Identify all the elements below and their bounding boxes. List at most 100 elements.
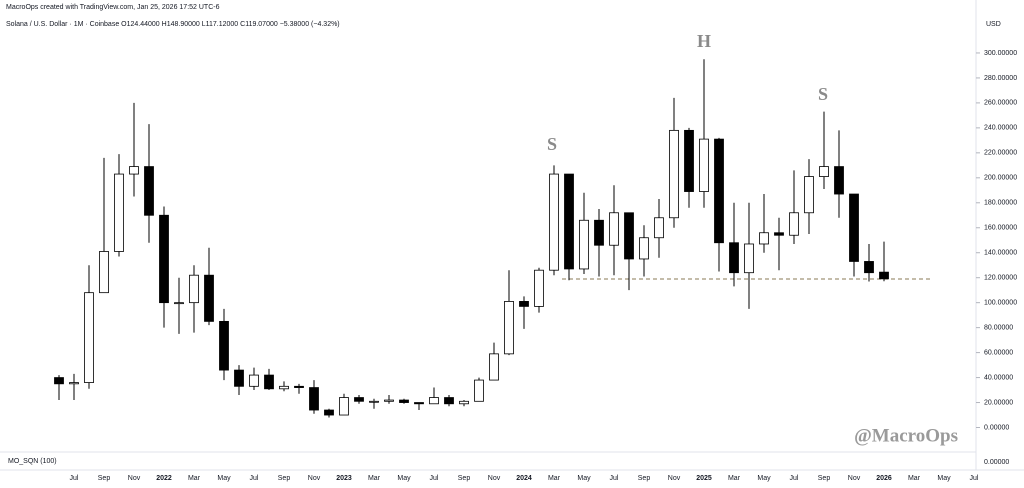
currency-label: USD (986, 21, 1001, 28)
candle-body (384, 399, 394, 402)
candle-body (804, 176, 814, 214)
candle-body (759, 232, 769, 245)
x-tick-label: Sep (458, 475, 471, 482)
candle-body (504, 301, 514, 355)
candle-body (879, 271, 889, 280)
candle-body (819, 166, 829, 177)
candle-body (294, 385, 304, 388)
candle-body (654, 217, 664, 239)
candle-body (519, 301, 529, 307)
x-tick-label: Jul (790, 475, 799, 482)
candle-body (354, 397, 364, 402)
symbol-legend: Solana / U.S. Dollar · 1M · Coinbase O12… (6, 21, 340, 28)
candle-body (144, 166, 154, 216)
x-tick-label: 2024 (516, 475, 532, 482)
candle-body (669, 129, 679, 219)
candle-body (699, 138, 709, 192)
x-tick-label: Sep (278, 475, 291, 482)
y-tick-label: 40.00000 (984, 374, 1013, 381)
x-tick-label: 2026 (876, 475, 892, 482)
candle-body (549, 173, 559, 271)
candle-body (834, 166, 844, 195)
x-tick-label: 2022 (156, 475, 172, 482)
credit: MacroOps created with TradingView.com, J… (6, 4, 220, 11)
x-tick-label: Jul (610, 475, 619, 482)
candle-body (339, 397, 349, 416)
candle-body (864, 261, 874, 274)
x-tick-label: Sep (818, 475, 831, 482)
candle-body (444, 397, 454, 405)
y-tick-label: 260.00000 (984, 100, 1017, 107)
watermark: @MacroOps (854, 425, 958, 446)
candle-body (429, 397, 439, 405)
candle-body (54, 377, 64, 385)
candle-body (684, 129, 694, 192)
y-tick-label: 280.00000 (984, 75, 1017, 82)
y-tick-label: 100.00000 (984, 300, 1017, 307)
y-tick-label: 220.00000 (984, 150, 1017, 157)
candle-body (174, 302, 184, 305)
x-tick-label: Mar (368, 475, 381, 482)
candle-body (279, 385, 289, 390)
candle-body (399, 399, 409, 403)
x-tick-label: Mar (188, 475, 201, 482)
y-tick-label: 60.00000 (984, 349, 1013, 356)
x-tick-label: Mar (548, 475, 561, 482)
x-tick-label: 2023 (336, 475, 352, 482)
candle-body (474, 379, 484, 402)
candle-body (849, 193, 859, 262)
candle-body (369, 400, 379, 403)
y-tick-label: 120.00000 (984, 275, 1017, 282)
y-tick-label: 140.00000 (984, 250, 1017, 257)
x-tick-label: Jul (70, 475, 79, 482)
candle-body (189, 274, 199, 304)
candle-body (729, 242, 739, 274)
annotation: S (818, 84, 828, 104)
x-tick-label: Nov (848, 475, 861, 482)
x-tick-label: Mar (908, 475, 921, 482)
candle-body (564, 173, 574, 270)
candle-body (219, 320, 229, 371)
x-tick-label: 2025 (696, 475, 712, 482)
x-tick-label: May (217, 475, 231, 482)
candle-body (69, 382, 79, 385)
annotation: S (547, 134, 557, 154)
indicator-name: MO_SQN (100) (8, 458, 57, 465)
candle-body (114, 173, 124, 252)
x-tick-label: Jul (250, 475, 259, 482)
candle-body (129, 166, 139, 175)
x-tick-label: Nov (668, 475, 681, 482)
candle-body (99, 251, 109, 294)
y-tick-label: 200.00000 (984, 175, 1017, 182)
x-tick-label: Nov (488, 475, 501, 482)
candle-body (309, 387, 319, 411)
candle-body (414, 402, 424, 405)
candle-body (534, 269, 544, 307)
candle-body (789, 212, 799, 236)
candle-body (594, 219, 604, 246)
candle-body (324, 409, 334, 416)
candle-body (204, 274, 214, 322)
x-tick-label: Nov (128, 475, 141, 482)
y-tick-label: 160.00000 (984, 225, 1017, 232)
x-tick-label: Nov (308, 475, 321, 482)
candle-body (624, 212, 634, 260)
candle-body (249, 374, 259, 387)
x-tick-label: May (937, 475, 951, 482)
candle-body (774, 232, 784, 236)
x-tick-label: May (577, 475, 591, 482)
candle-body (234, 369, 244, 387)
candle-body (744, 243, 754, 274)
y-tick-label: 20.00000 (984, 399, 1013, 406)
x-tick-label: Jul (970, 475, 979, 482)
candle-body (264, 374, 274, 390)
x-tick-label: Sep (98, 475, 111, 482)
candle-body (639, 237, 649, 260)
candle-body (489, 353, 499, 381)
candle-body (84, 292, 94, 383)
y-tick-label: 80.00000 (984, 324, 1013, 331)
x-tick-label: May (757, 475, 771, 482)
x-tick-label: May (397, 475, 411, 482)
candle-body (609, 212, 619, 246)
